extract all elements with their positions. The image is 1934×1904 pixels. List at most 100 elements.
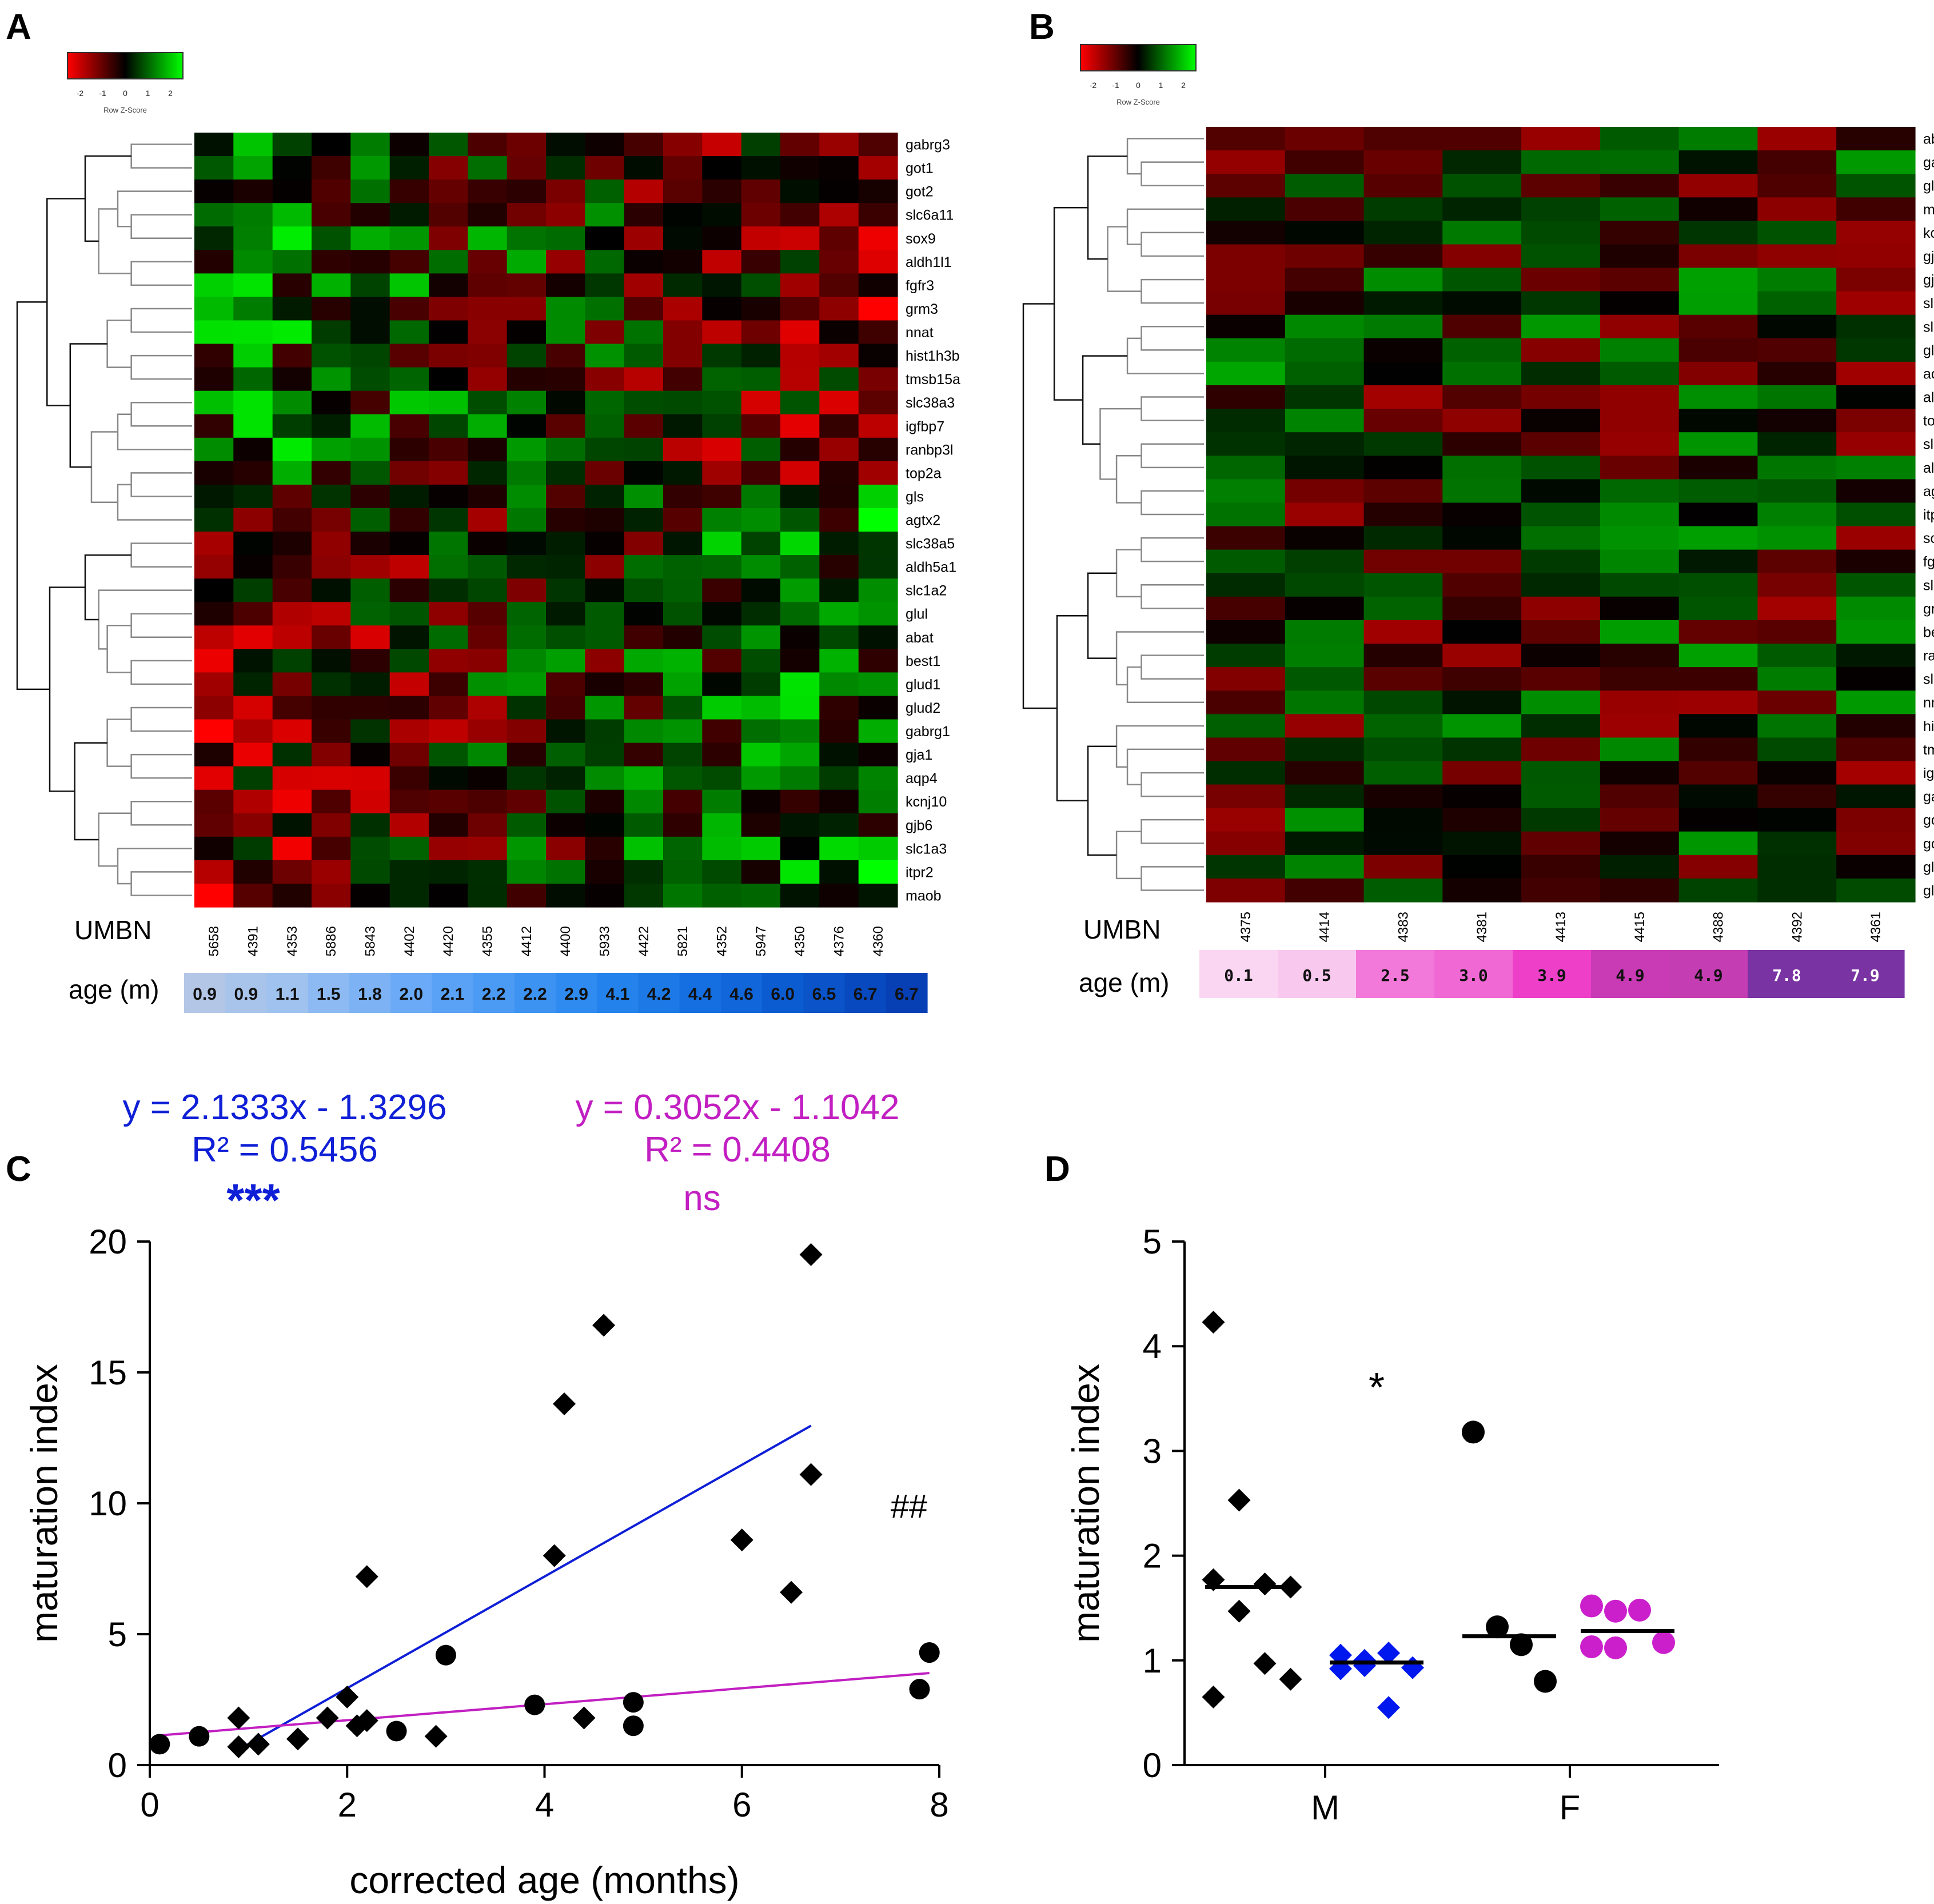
heatmap-cell bbox=[1363, 714, 1443, 738]
heatmap-cell bbox=[663, 743, 703, 767]
heatmap-cell bbox=[1285, 197, 1365, 221]
sample-label: 4352 bbox=[715, 926, 730, 956]
heatmap-cell bbox=[233, 813, 273, 837]
heatmap-cell bbox=[194, 437, 234, 462]
heatmap-cell bbox=[624, 672, 664, 697]
heatmap-cell bbox=[1285, 221, 1365, 245]
heatmap-cell bbox=[312, 133, 351, 157]
heatmap-cell bbox=[1600, 784, 1680, 809]
data-point-circle bbox=[1486, 1615, 1509, 1639]
heatmap-cell bbox=[389, 555, 429, 579]
heatmap-cell bbox=[507, 203, 547, 227]
heatmap-cell bbox=[1521, 432, 1601, 456]
heatmap-cell bbox=[1521, 878, 1601, 903]
sample-label: 4391 bbox=[246, 926, 261, 956]
heatmap-cell bbox=[233, 672, 273, 697]
heatmap-cell bbox=[1285, 479, 1365, 504]
sample-label: 4355 bbox=[480, 926, 496, 956]
heatmap-cell bbox=[507, 273, 547, 298]
heatmap-cell bbox=[585, 484, 625, 509]
heatmap-cell bbox=[702, 813, 742, 837]
heatmap-cell bbox=[350, 156, 390, 180]
heatmap-cell bbox=[312, 696, 351, 720]
heatmap-cell bbox=[1363, 737, 1443, 762]
heatmap-cell bbox=[1678, 174, 1758, 198]
heatmap-cell bbox=[507, 367, 547, 392]
heatmap-cell bbox=[1678, 667, 1758, 691]
heatmap-cell bbox=[585, 555, 625, 579]
heatmap-cell bbox=[1521, 737, 1601, 762]
heatmap-cell bbox=[663, 766, 703, 791]
heatmap-cell bbox=[507, 625, 547, 649]
heatmap-cell bbox=[546, 390, 585, 415]
sample-label: 5658 bbox=[206, 926, 222, 956]
dendrogram-branch bbox=[1115, 631, 1204, 686]
heatmap-cell bbox=[1678, 244, 1758, 269]
heatmap-cell bbox=[194, 578, 234, 602]
heatmap-cell bbox=[819, 320, 859, 345]
heatmap-cell bbox=[507, 508, 547, 532]
heatmap-cell bbox=[663, 719, 703, 744]
heatmap-cell bbox=[819, 250, 859, 274]
heatmap-cell bbox=[819, 273, 859, 298]
heatmap-cell bbox=[585, 133, 625, 157]
heatmap-cell bbox=[1678, 690, 1758, 715]
heatmap-cell bbox=[858, 789, 898, 814]
heatmap-cell bbox=[1521, 620, 1601, 644]
heatmap-cell bbox=[585, 625, 625, 649]
heatmap-cell bbox=[389, 390, 429, 415]
heatmap-cell bbox=[702, 226, 742, 250]
heatmap-cell bbox=[312, 719, 351, 744]
heatmap-cell bbox=[741, 297, 781, 321]
heatmap-cell bbox=[1521, 409, 1601, 433]
gene-label: glu bbox=[1923, 859, 1934, 875]
heatmap-cell bbox=[585, 250, 625, 274]
heatmap-cell bbox=[389, 133, 429, 157]
heatmap-cell bbox=[350, 649, 390, 673]
heatmap-cell bbox=[1678, 361, 1758, 386]
heatmap-cell bbox=[272, 250, 312, 274]
color-key-tick: 1 bbox=[146, 89, 150, 98]
age-value: 2.5 bbox=[1381, 966, 1410, 985]
heatmap-cell bbox=[1442, 244, 1522, 269]
heatmap-cell bbox=[546, 226, 585, 250]
heatmap-cell bbox=[1206, 127, 1286, 151]
heatmap-cell bbox=[194, 789, 234, 814]
heatmap-cell bbox=[468, 555, 508, 579]
heatmap-cell bbox=[1600, 808, 1680, 832]
heatmap-cell bbox=[468, 273, 508, 298]
heatmap-cell bbox=[272, 532, 312, 556]
heatmap-cell bbox=[546, 133, 585, 157]
heatmap-cell bbox=[546, 297, 585, 321]
heatmap-cell bbox=[429, 133, 468, 157]
heatmap-cell bbox=[585, 508, 625, 532]
data-point-circle bbox=[1534, 1670, 1557, 1693]
heatmap-cell bbox=[1521, 526, 1601, 550]
dendrogram-branch bbox=[1107, 226, 1142, 292]
dendrogram-branch bbox=[1126, 666, 1204, 703]
heatmap-cell bbox=[1363, 361, 1443, 386]
heatmap-cell bbox=[429, 344, 468, 368]
heatmap-cell bbox=[312, 156, 351, 180]
y-tick-label: 0 bbox=[1143, 1746, 1162, 1785]
fit-equation-blue: y = 2.1333x - 1.3296 bbox=[122, 1088, 446, 1127]
heatmap-cell bbox=[819, 390, 859, 415]
heatmap-cell bbox=[858, 696, 898, 720]
heatmap-cell bbox=[702, 297, 742, 321]
heatmap-cell bbox=[389, 578, 429, 602]
heatmap-cell bbox=[780, 789, 820, 814]
heatmap-cell bbox=[819, 883, 859, 908]
heatmap-cell bbox=[1363, 244, 1443, 269]
heatmap-cell bbox=[1442, 526, 1522, 550]
heatmap-cell bbox=[1600, 596, 1680, 621]
heatmap-cell bbox=[233, 555, 273, 579]
heatmap-cell bbox=[1285, 268, 1365, 292]
heatmap-cell bbox=[624, 484, 664, 509]
heatmap-cell bbox=[233, 179, 273, 203]
heatmap-cell bbox=[312, 390, 351, 415]
heatmap-cell bbox=[702, 555, 742, 579]
heatmap-cell bbox=[1363, 338, 1443, 362]
dendrogram-branch bbox=[130, 753, 192, 779]
heatmap-cell bbox=[663, 133, 703, 157]
heatmap-cell bbox=[1206, 573, 1286, 597]
